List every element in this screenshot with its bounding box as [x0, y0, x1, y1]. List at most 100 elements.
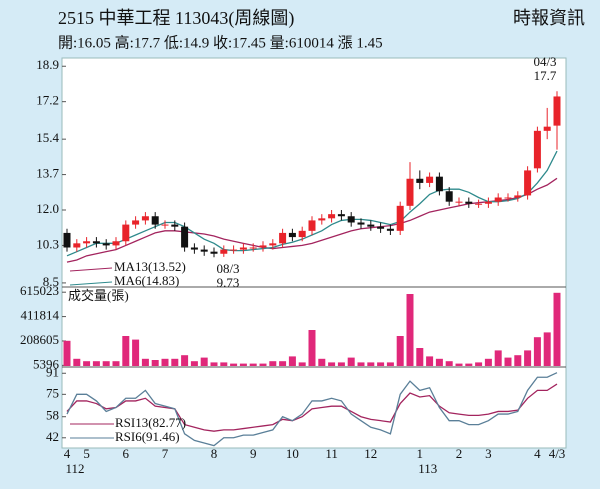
- volume-bar: [445, 361, 453, 366]
- y-tick-label: 75: [46, 385, 59, 400]
- volume-bar: [455, 363, 463, 366]
- candle-body: [465, 201, 473, 204]
- candle-body: [416, 178, 424, 183]
- candle-body: [504, 197, 512, 199]
- candle-body: [122, 224, 130, 242]
- candle-body: [337, 214, 345, 217]
- legend-line: [69, 281, 113, 286]
- y-tick-label: 42: [46, 429, 59, 444]
- candle-body: [524, 170, 532, 196]
- volume-bar: [406, 294, 414, 366]
- candle-body: [102, 243, 110, 246]
- volume-bar: [171, 358, 179, 366]
- y-tick-label: 13.7: [36, 166, 59, 181]
- annotation: 04/3: [533, 54, 556, 69]
- volume-bar: [161, 358, 169, 366]
- annotation: 08/3: [216, 261, 239, 276]
- legend-label: RSI13(82.77): [115, 415, 186, 430]
- y-tick-label: 615023: [20, 283, 59, 298]
- volume-bar: [308, 330, 316, 366]
- x-tick-label: 11: [325, 446, 338, 461]
- candle-body: [308, 220, 316, 231]
- volume-bar: [83, 361, 91, 366]
- candle-body: [543, 126, 551, 131]
- volume-bar: [328, 362, 336, 366]
- legend-label: MA6(14.83): [114, 273, 179, 288]
- candle-body: [151, 216, 159, 225]
- volume-bar: [112, 361, 120, 366]
- candle-body: [445, 191, 453, 202]
- volume-bar: [151, 360, 159, 366]
- y-tick-label: 91: [46, 364, 59, 379]
- volume-bar: [514, 355, 522, 366]
- chart-title: 2515 中華工程 113043(周線圖): [58, 8, 294, 29]
- candle-body: [132, 220, 140, 225]
- candle-body: [533, 130, 541, 169]
- legend-label: RSI6(91.46): [115, 429, 180, 444]
- candle-body: [484, 201, 492, 204]
- volume-bar: [200, 357, 208, 366]
- volume-bar: [220, 362, 228, 366]
- y-tick-label: 18.9: [36, 57, 59, 72]
- volume-bar: [524, 350, 532, 366]
- candle-body: [494, 197, 502, 202]
- volume-bar: [73, 358, 81, 366]
- annotation: 9.73: [217, 275, 240, 290]
- x-tick-label: 12: [364, 446, 377, 461]
- year-label: 113: [418, 461, 437, 476]
- y-tick-label: 8.5: [43, 274, 59, 289]
- candle-body: [92, 241, 100, 244]
- volume-bar: [484, 358, 492, 366]
- volume-bar: [230, 363, 238, 366]
- volume-bar: [210, 362, 218, 366]
- volume-bar: [279, 361, 287, 366]
- candle-body: [230, 249, 238, 251]
- y-tick-label: 58: [46, 408, 59, 423]
- line: [66, 383, 558, 432]
- x-tick-label: 6: [123, 446, 130, 461]
- line: [66, 177, 558, 263]
- candle-body: [171, 224, 179, 227]
- x-tick-label: 4/3: [549, 446, 566, 461]
- volume-bar: [475, 362, 483, 366]
- candle-body: [112, 241, 120, 246]
- volume-bar: [318, 358, 326, 366]
- x-tick-label: 4: [64, 446, 71, 461]
- volume-bar: [386, 362, 394, 366]
- volume-bar: [181, 355, 189, 366]
- legend-label: MA13(13.52): [114, 259, 186, 274]
- volume-bar: [357, 362, 365, 366]
- x-tick-label: 9: [250, 446, 257, 461]
- volume-bar: [190, 361, 198, 366]
- y-tick-label: 5396: [33, 356, 60, 371]
- candle-body: [367, 224, 375, 227]
- volume-bar: [92, 361, 100, 366]
- volume-bar: [494, 350, 502, 366]
- candle-body: [181, 226, 189, 248]
- volume-bar: [396, 336, 404, 366]
- y-tick-label: 411814: [20, 308, 59, 323]
- candle-body: [396, 205, 404, 231]
- x-tick-label: 3: [485, 446, 492, 461]
- candle-body: [190, 247, 198, 250]
- candle-body: [200, 249, 208, 252]
- y-tick-label: 12.0: [36, 201, 59, 216]
- volume-bar: [239, 363, 247, 366]
- volume-bar: [543, 332, 551, 366]
- volume-bar: [122, 336, 130, 366]
- volume-bar: [259, 363, 267, 366]
- candle-body: [249, 247, 257, 249]
- volume-bar: [377, 362, 385, 366]
- candle-body: [386, 228, 394, 231]
- plot-background: [61, 57, 567, 449]
- x-tick-label: 8: [211, 446, 218, 461]
- candle-body: [357, 222, 365, 225]
- candle-body: [63, 232, 71, 248]
- candle-body: [347, 216, 355, 223]
- candle-body: [328, 214, 336, 219]
- year-label: 112: [65, 461, 84, 476]
- candle-body: [259, 245, 267, 248]
- candle-body: [298, 230, 306, 238]
- annotation: 17.7: [534, 68, 557, 83]
